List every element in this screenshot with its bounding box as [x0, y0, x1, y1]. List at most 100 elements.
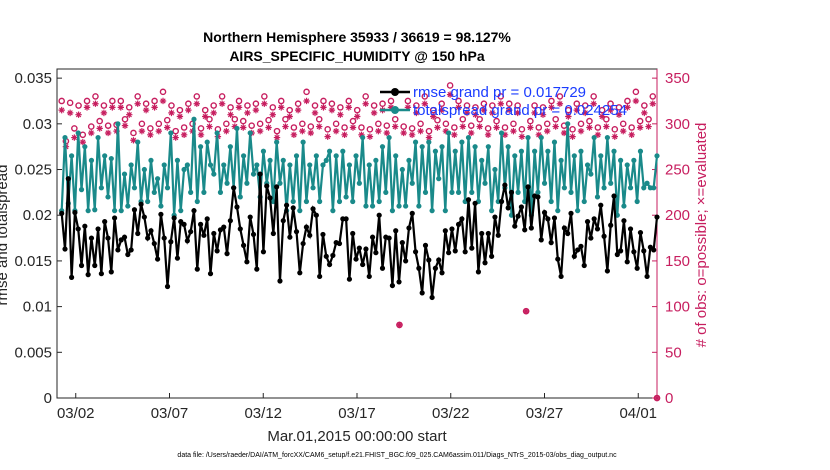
rmse-point	[436, 257, 442, 263]
obs-possible-point	[315, 115, 323, 123]
rmse-point	[641, 248, 647, 254]
rmse-point	[92, 262, 98, 269]
totalspread-point	[472, 144, 478, 150]
totalspread-point	[237, 194, 243, 200]
totalspread-point	[416, 203, 422, 209]
obs-evaluated-point	[531, 109, 538, 117]
rmse-point	[637, 229, 644, 236]
obs-possible-point	[379, 100, 386, 108]
totalspread-point	[598, 153, 604, 159]
obs-evaluated-point	[366, 133, 374, 140]
legend-totalspread-marker	[391, 106, 399, 114]
rmse-point	[360, 261, 366, 268]
obs-evaluated-point	[552, 123, 559, 130]
obs-possible-point	[256, 120, 264, 128]
rmse-point	[565, 230, 571, 237]
obs-evaluated-point	[159, 97, 167, 105]
obs-possible-point	[290, 124, 298, 131]
totalspread-point	[584, 162, 591, 168]
rmse-point	[631, 249, 637, 255]
totalspread-point	[221, 162, 227, 168]
rmse-point	[247, 214, 253, 220]
obs-evaluated-point	[307, 129, 314, 137]
obs-possible-point	[425, 127, 433, 135]
totalspread-point	[125, 203, 131, 209]
obs-evaluated-point	[560, 129, 568, 137]
obs-possible-point	[210, 102, 217, 109]
obs-evaluated-point	[332, 127, 340, 135]
rmse-point	[419, 290, 425, 296]
obs-evaluated-point	[451, 131, 458, 138]
y-left-tick-label: 0.035	[14, 70, 52, 87]
obs-evaluated-point	[434, 124, 441, 131]
obs-possible-point	[201, 106, 209, 114]
obs-evaluated-point	[463, 109, 471, 117]
obs-possible-point	[125, 104, 133, 111]
rmse-point	[234, 204, 240, 210]
obs-evaluated-point	[484, 131, 492, 138]
obs-possible-point	[353, 106, 361, 114]
rmse-point	[575, 247, 581, 253]
obs-evaluated-point	[337, 111, 344, 118]
totalspread-point	[343, 194, 349, 200]
obs-possible-point	[294, 100, 302, 108]
obs-evaluated-point	[370, 109, 378, 117]
totalspread-point	[95, 134, 101, 141]
totalspread-point	[548, 198, 554, 205]
obs-evaluated-point	[544, 127, 551, 135]
obs-possible-point	[387, 97, 395, 105]
rmse-point	[201, 232, 207, 238]
chart-title: Northern Hemisphere 35933 / 36619 = 98.1…	[203, 29, 511, 45]
obs-possible-point	[151, 97, 158, 105]
obs-evaluated-point	[476, 123, 483, 130]
obs-possible-point	[303, 88, 310, 96]
obs-evaluated-point	[430, 113, 437, 120]
y-left-tick-label: 0	[44, 390, 52, 407]
obs-possible-point	[404, 97, 412, 105]
obs-possible-point	[565, 106, 572, 114]
rmse-point	[611, 193, 617, 199]
totalspread-point	[280, 157, 286, 163]
obs-possible-point	[138, 120, 146, 128]
obs-possible-point	[413, 102, 420, 109]
obs-evaluated-point	[582, 109, 589, 117]
obs-evaluated-point	[615, 111, 623, 118]
rmse-point	[300, 240, 306, 247]
obs-evaluated-point	[573, 106, 580, 114]
obs-possible-point	[273, 127, 281, 135]
obs-evaluated-point	[117, 104, 124, 111]
obs-possible-point	[286, 106, 293, 114]
rmse-point	[145, 235, 151, 241]
obs-possible-point	[193, 93, 201, 100]
rmse-point	[310, 206, 316, 212]
obs-possible-point	[539, 104, 547, 111]
totalspread-point	[293, 153, 300, 159]
rmse-point	[108, 269, 114, 275]
obs-evaluated-point	[345, 104, 352, 111]
rmse-point	[548, 240, 554, 246]
legend-rmse-label: rmse grand pr = 0.017729	[413, 84, 586, 101]
obs-evaluated-point	[383, 129, 390, 137]
totalspread-point	[439, 144, 445, 150]
totalspread-point	[141, 166, 147, 173]
rmse-point	[403, 258, 409, 264]
rmse-point	[98, 271, 104, 277]
obs-possible-point	[311, 102, 319, 109]
obs-possible-point	[366, 126, 374, 133]
totalspread-point	[366, 162, 372, 168]
rmse-point	[634, 265, 640, 271]
obs-possible-point	[429, 106, 437, 114]
rmse-point	[112, 215, 118, 221]
rmse-point	[452, 248, 458, 254]
obs-possible-point	[117, 97, 125, 105]
totalspread-point	[108, 155, 114, 162]
obs-possible-point	[645, 115, 652, 123]
totalspread-point	[207, 162, 214, 168]
obs-possible-point	[185, 100, 192, 108]
totalspread-point	[158, 203, 164, 209]
rmse-point	[78, 262, 85, 269]
rmse-point	[489, 253, 495, 259]
totalspread-point	[62, 134, 68, 141]
obs-possible-point	[493, 117, 500, 125]
obs-evaluated-point	[506, 106, 513, 114]
